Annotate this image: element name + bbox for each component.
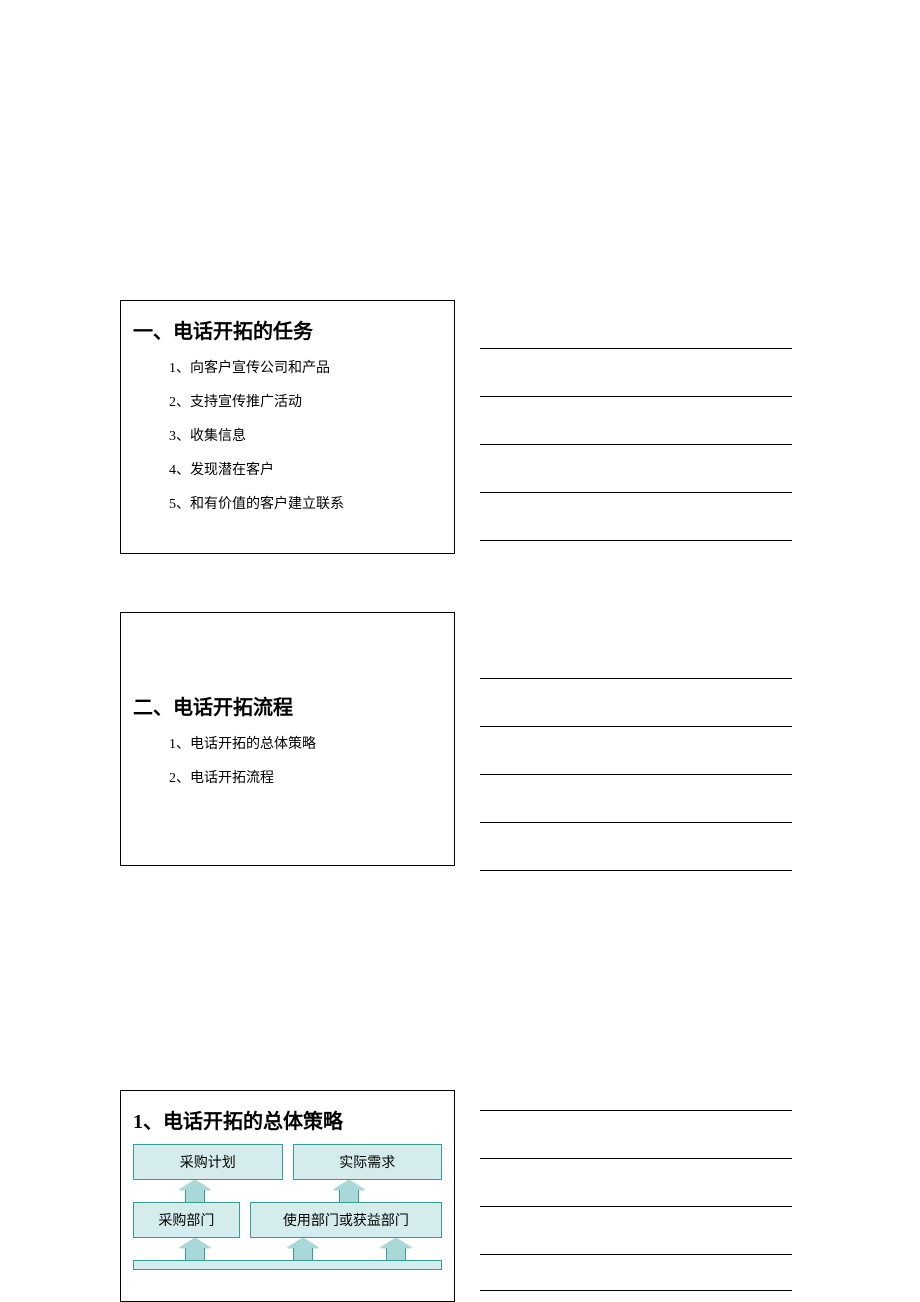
- slide2-heading: 二、电话开拓流程: [121, 613, 454, 726]
- note-line: [480, 492, 792, 493]
- slide3-heading: 1、电话开拓的总体策略: [121, 1091, 454, 1144]
- note-line: [480, 774, 792, 775]
- up-arrow-icon: [380, 1238, 412, 1260]
- note-line: [480, 1206, 792, 1207]
- flow-row-1: 采购计划 实际需求: [133, 1144, 442, 1180]
- up-arrow-icon: [179, 1180, 211, 1202]
- slide1-item: 3、收集信息: [121, 418, 454, 452]
- flow-row-2: 采购部门 使用部门或获益部门: [133, 1202, 442, 1238]
- slide2-item: 1、电话开拓的总体策略: [121, 726, 454, 760]
- slide2-item: 2、电话开拓流程: [121, 760, 454, 794]
- slide1-item: 2、支持宣传推广活动: [121, 384, 454, 418]
- flow-box-actual-demand: 实际需求: [293, 1144, 443, 1180]
- note-line: [480, 540, 792, 541]
- note-line: [480, 870, 792, 871]
- flow-box-purchase-dept: 采购部门: [133, 1202, 240, 1238]
- arrow-row-2: [133, 1238, 442, 1260]
- flow-box-purchase-plan: 采购计划: [133, 1144, 283, 1180]
- note-line: [480, 726, 792, 727]
- note-line: [480, 1254, 792, 1255]
- note-line: [480, 822, 792, 823]
- slide1-item: 5、和有价值的客户建立联系: [121, 486, 454, 520]
- flow-bottom-bar: [133, 1260, 442, 1270]
- note-line: [480, 1110, 792, 1111]
- note-line: [480, 348, 792, 349]
- note-line: [480, 1290, 792, 1291]
- arrow-row-1: [133, 1180, 442, 1202]
- slide1-item: 4、发现潜在客户: [121, 452, 454, 486]
- note-line: [480, 1158, 792, 1159]
- note-line: [480, 444, 792, 445]
- slide-box-2: 二、电话开拓流程 1、电话开拓的总体策略 2、电话开拓流程: [120, 612, 455, 866]
- note-line: [480, 678, 792, 679]
- slide1-item: 1、向客户宣传公司和产品: [121, 350, 454, 384]
- up-arrow-icon: [179, 1238, 211, 1260]
- flow-box-user-dept: 使用部门或获益部门: [250, 1202, 442, 1238]
- flowchart: 采购计划 实际需求 采购部门 使用部门或获益部门: [121, 1144, 454, 1270]
- slide-box-1: 一、电话开拓的任务 1、向客户宣传公司和产品 2、支持宣传推广活动 3、收集信息…: [120, 300, 455, 554]
- slide1-heading: 一、电话开拓的任务: [121, 301, 454, 350]
- up-arrow-icon: [287, 1238, 319, 1260]
- note-line: [480, 396, 792, 397]
- up-arrow-icon: [333, 1180, 365, 1202]
- slide-box-3: 1、电话开拓的总体策略 采购计划 实际需求 采购部门 使用部门或获益部门: [120, 1090, 455, 1302]
- document-page: 一、电话开拓的任务 1、向客户宣传公司和产品 2、支持宣传推广活动 3、收集信息…: [0, 0, 920, 1302]
